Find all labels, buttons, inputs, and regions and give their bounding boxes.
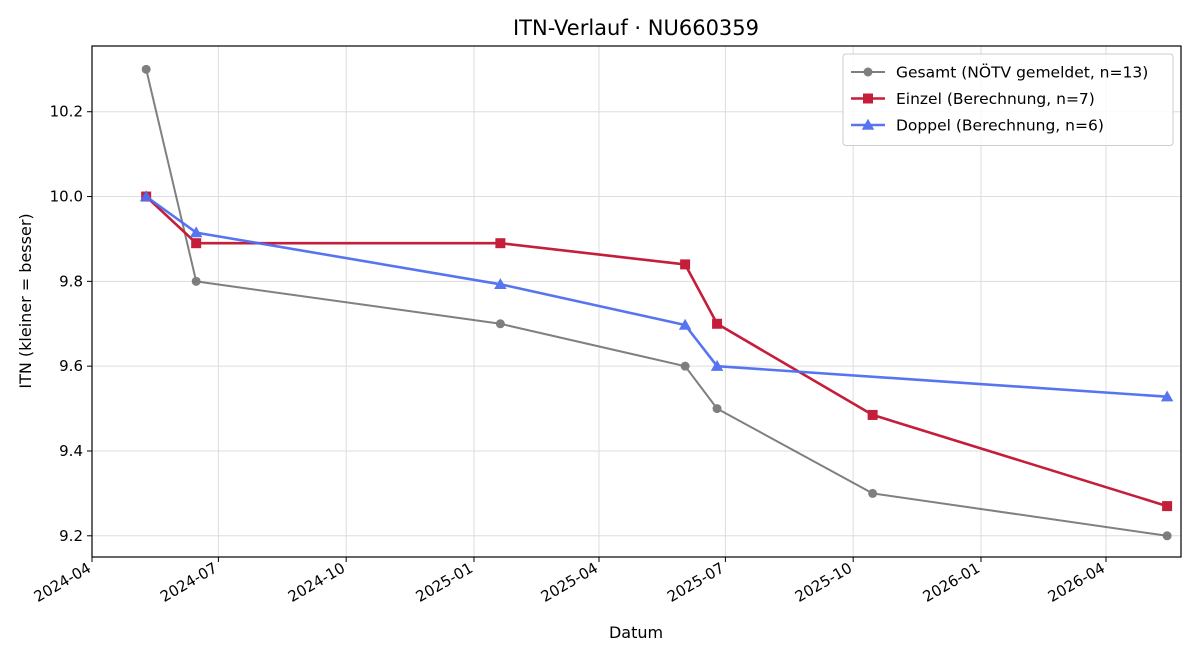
legend-marker [861, 118, 875, 130]
y-tick-label: 9.8 [59, 272, 83, 290]
data-point [868, 488, 878, 498]
data-point [494, 278, 507, 290]
legend-entry [851, 118, 885, 130]
data-point [1162, 501, 1173, 512]
y-tick-label: 9.2 [59, 527, 83, 545]
y-tick-label: 10.0 [50, 188, 83, 206]
legend-entry [851, 67, 885, 77]
y-axis: 9.2 9.4 9.6 9.8 10.0 10.2 [50, 103, 92, 545]
x-axis-title: Datum [609, 623, 663, 642]
data-point [867, 409, 878, 420]
legend-marker [863, 67, 873, 77]
plot-frame [91, 45, 1182, 558]
legend-label: Doppel (Berechnung, n=6) [896, 117, 1104, 135]
data-point [680, 361, 690, 371]
chart-title: ITN-Verlauf · NU660359 [513, 16, 759, 40]
y-tick-label: 10.2 [50, 103, 83, 121]
y-tick-label: 9.6 [59, 357, 83, 375]
data-point [495, 238, 506, 249]
y-axis-title: ITN (kleiner = besser) [16, 213, 35, 388]
series-layer [139, 64, 1174, 541]
legend-entry [851, 93, 885, 104]
series-1 [141, 191, 1173, 512]
data-point [141, 64, 151, 74]
data-point [680, 259, 691, 270]
data-point [191, 276, 201, 286]
data-point [710, 359, 724, 371]
data-point [495, 319, 505, 329]
legend-marker [863, 93, 873, 104]
legend-box [842, 53, 1174, 146]
series-0 [141, 64, 1172, 541]
series-2 [139, 190, 1174, 402]
data-point [712, 404, 722, 414]
data-point [1160, 390, 1174, 402]
data-point [189, 226, 203, 238]
data-point [712, 318, 723, 329]
legend-label: Gesamt (NÖTV gemeldet, n=13) [896, 63, 1148, 82]
series-line [145, 195, 1168, 398]
data-point [1162, 531, 1172, 541]
legend-label: Einzel (Berechnung, n=7) [896, 90, 1095, 108]
data-point [191, 238, 202, 249]
data-point [678, 318, 692, 330]
data-point [139, 190, 153, 202]
legend: Gesamt (NÖTV gemeldet, n=13) Einzel (Bere… [842, 53, 1174, 146]
y-tick-label: 9.4 [59, 442, 83, 460]
